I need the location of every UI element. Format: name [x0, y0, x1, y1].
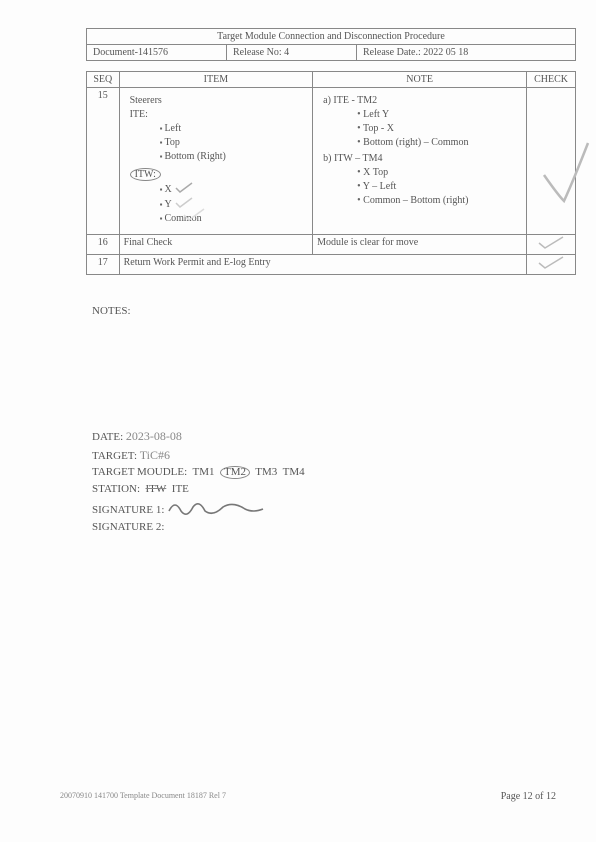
sig1-label: SIGNATURE 1: — [92, 504, 164, 516]
station-itw-struck: ITW — [146, 483, 167, 495]
note-b: b) ITW – TM4 — [323, 152, 516, 166]
th-check: CHECK — [527, 72, 576, 88]
tm2-circled: TM2 — [220, 466, 250, 479]
footer-left: 20070910 141700 Template Document 18187 … — [60, 791, 226, 800]
itw-x-text: X — [164, 184, 171, 195]
note-15: a) ITE - TM2 Left Y Top - X Bottom (righ… — [313, 88, 527, 235]
header-table: Target Module Connection and Disconnecti… — [86, 28, 576, 61]
note-a: a) ITE - TM2 — [323, 94, 516, 108]
station-label: STATION: — [92, 483, 140, 495]
tm4: TM4 — [283, 466, 305, 478]
itw-common: Common — [160, 212, 303, 226]
tm1: TM1 — [192, 466, 214, 478]
item-16: Final Check — [119, 235, 313, 255]
release-date: 2022 05 18 — [423, 47, 468, 58]
release-no-label: Release No: — [233, 47, 282, 58]
date-handwritten: 2023-08-08 — [126, 429, 182, 443]
sig2-label: SIGNATURE 2: — [92, 521, 164, 533]
th-item: ITEM — [119, 72, 313, 88]
seq-17: 17 — [87, 255, 120, 275]
note-b-common: Common – Bottom (right) — [357, 194, 516, 208]
ite-label: ITE: — [130, 108, 303, 122]
th-seq: SEQ — [87, 72, 120, 88]
table-row: 17 Return Work Permit and E-log Entry — [87, 255, 576, 275]
item-17: Return Work Permit and E-log Entry — [119, 255, 527, 275]
header-title: Target Module Connection and Disconnecti… — [87, 29, 576, 45]
check-icon — [174, 182, 194, 194]
ite-top: Top — [160, 136, 303, 150]
note-16: Module is clear for move — [313, 235, 527, 255]
ite-bottom: Bottom (Right) — [160, 150, 303, 164]
release-no: 4 — [284, 47, 289, 58]
target-handwritten: TiC#6 — [140, 448, 170, 462]
steerers-label: Steerers — [130, 94, 303, 108]
tm3: TM3 — [255, 466, 277, 478]
table-row: 15 Steerers ITE: Left Top Bottom (Right)… — [87, 88, 576, 235]
note-b-y: Y – Left — [357, 180, 516, 194]
seq-16: 16 — [87, 235, 120, 255]
itw-y-text: Y — [164, 199, 171, 210]
seq-15: 15 — [87, 88, 120, 235]
module-label: TARGET MOUDLE: — [92, 466, 187, 478]
release-date-label: Release Date.: — [363, 47, 421, 58]
signature-1 — [167, 497, 267, 519]
procedure-table: SEQ ITEM NOTE CHECK 15 Steerers ITE: Lef… — [86, 71, 576, 275]
check-icon — [533, 235, 569, 251]
check-16 — [527, 235, 576, 255]
table-row: 16 Final Check Module is clear for move — [87, 235, 576, 255]
note-a-top: Top - X — [357, 122, 516, 136]
release-no-cell: Release No: 4 — [227, 45, 357, 61]
date-label: DATE: — [92, 431, 123, 443]
doc-number: Document-141576 — [87, 45, 227, 61]
fill-in-block: DATE: 2023-08-08 TARGET: TiC#6 TARGET MO… — [92, 427, 556, 536]
station-ite: ITE — [172, 483, 189, 495]
large-margin-check-icon — [540, 135, 590, 215]
target-label: TARGET: — [92, 450, 137, 462]
note-a-left: Left Y — [357, 108, 516, 122]
note-a-bottom: Bottom (right) – Common — [357, 136, 516, 150]
th-note: NOTE — [313, 72, 527, 88]
check-icon — [533, 255, 569, 271]
itw-x: X — [160, 182, 303, 197]
ite-left: Left — [160, 122, 303, 136]
note-b-x: X Top — [357, 166, 516, 180]
footer-right: Page 12 of 12 — [501, 791, 556, 802]
notes-label: NOTES: — [92, 305, 556, 317]
table-header-row: SEQ ITEM NOTE CHECK — [87, 72, 576, 88]
release-date-cell: Release Date.: 2022 05 18 — [357, 45, 576, 61]
page-footer: 20070910 141700 Template Document 18187 … — [60, 791, 556, 802]
item-15: Steerers ITE: Left Top Bottom (Right) IT… — [119, 88, 313, 235]
itw-label-circled: ITW: — [130, 168, 161, 181]
check-17 — [527, 255, 576, 275]
check-icon — [182, 208, 206, 222]
